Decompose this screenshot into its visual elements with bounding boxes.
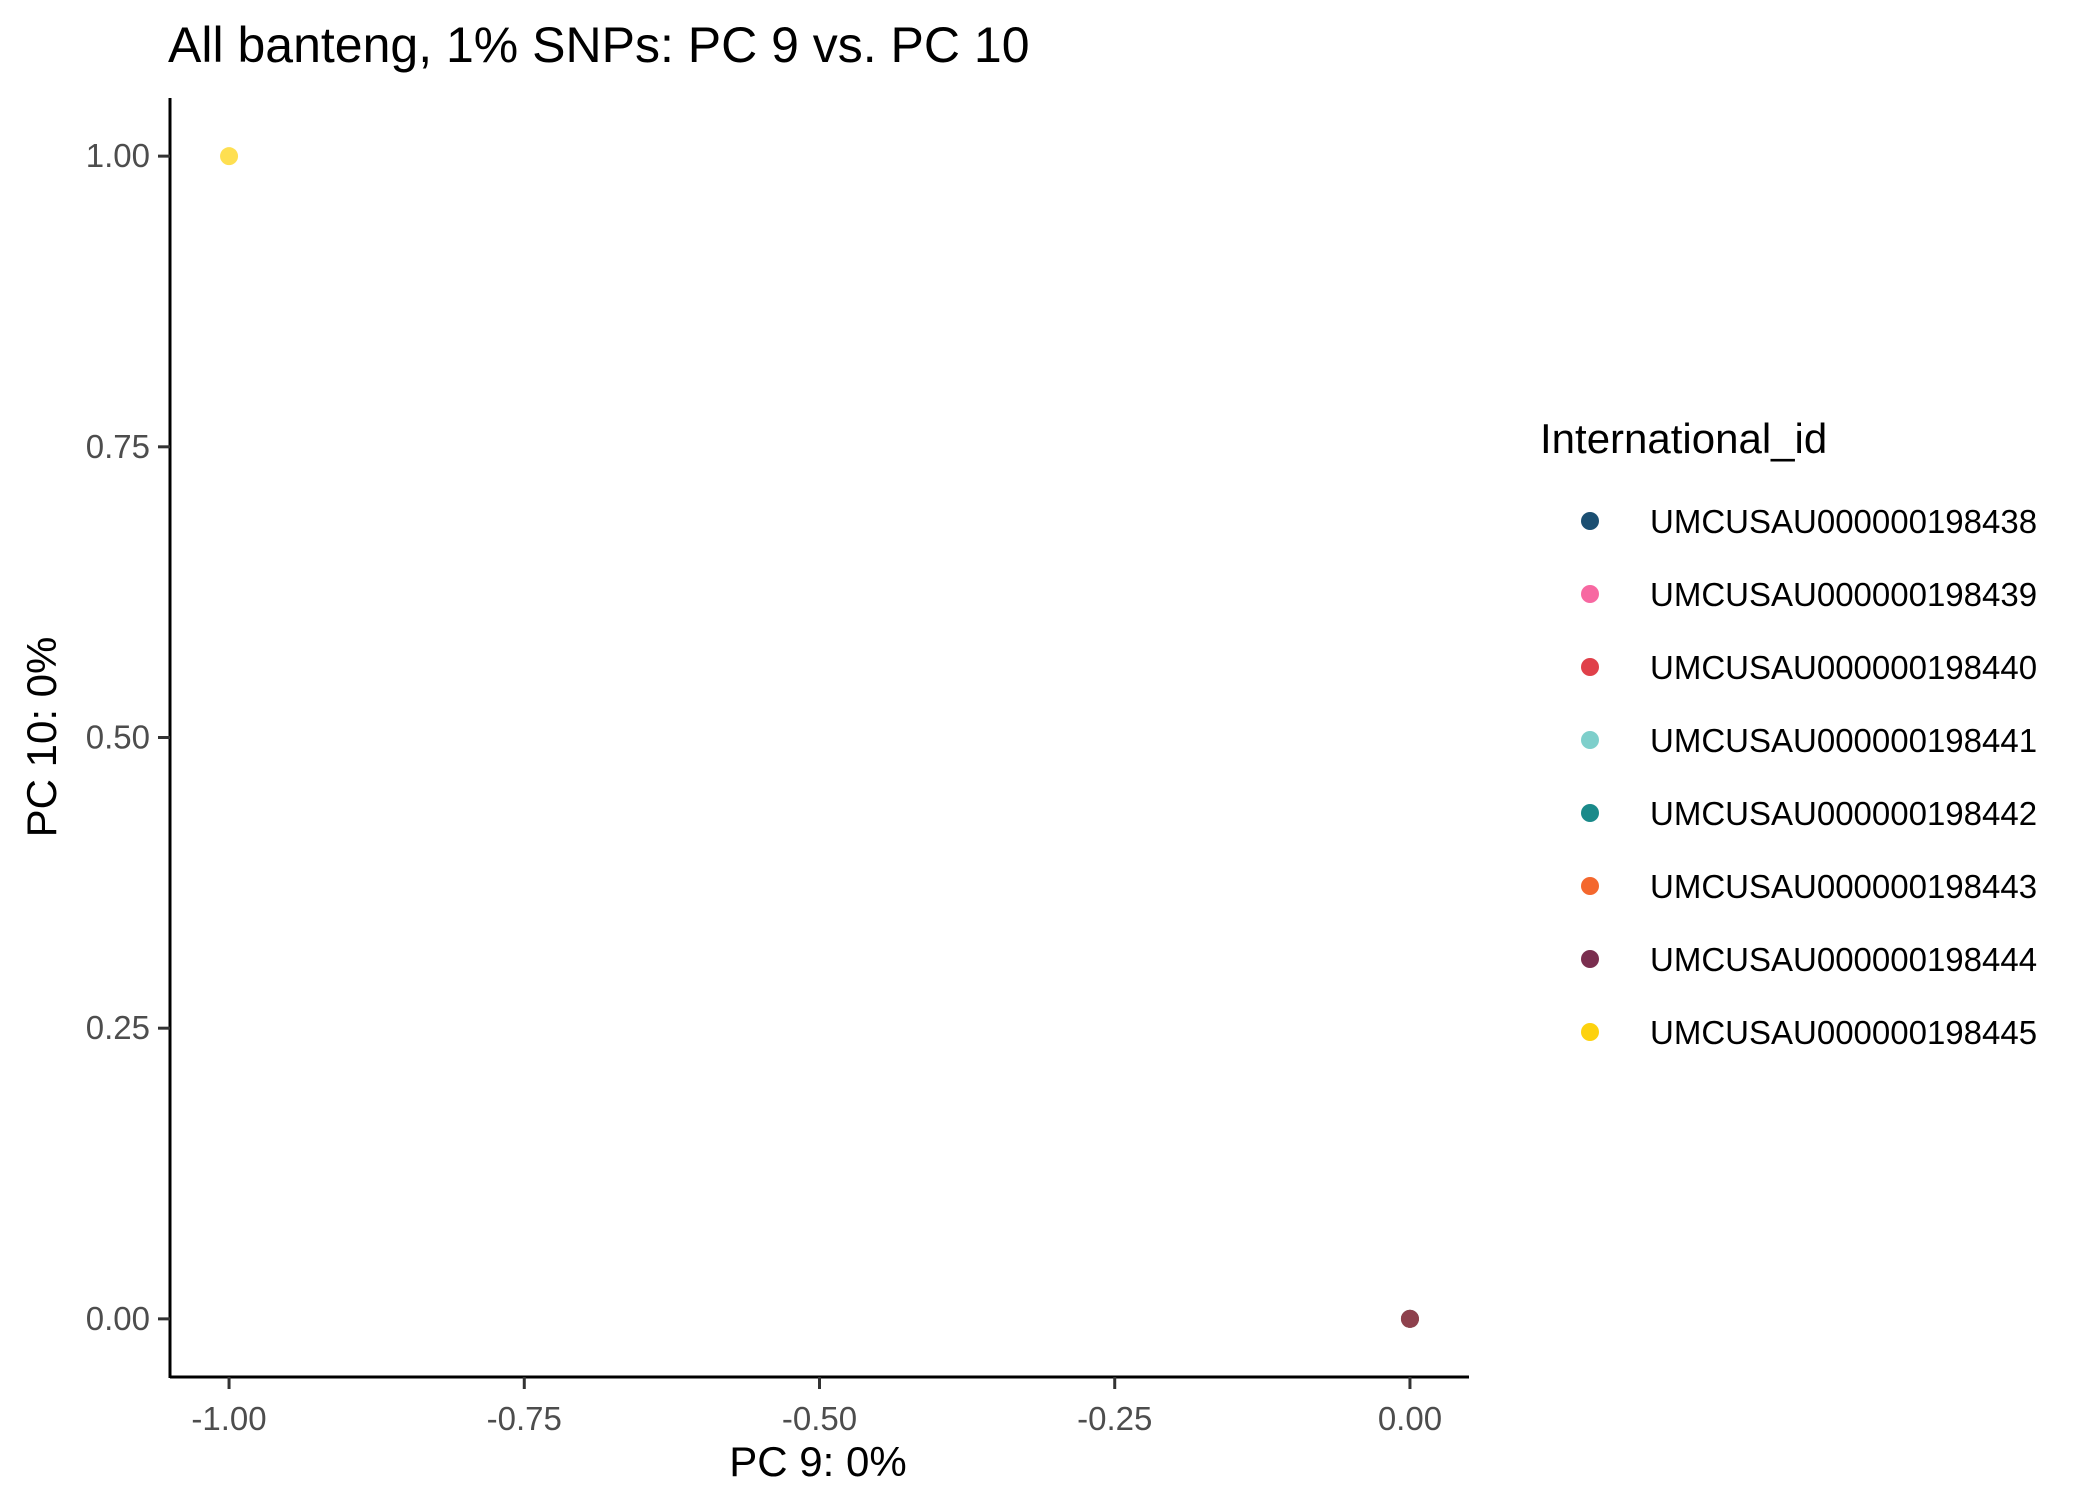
points-layer xyxy=(220,147,1419,1328)
legend-title: International_id xyxy=(1540,415,1827,462)
legend-key xyxy=(1581,877,1599,895)
y-axis-label: PC 10: 0% xyxy=(18,637,65,838)
chart-title: All banteng, 1% SNPs: PC 9 vs. PC 10 xyxy=(168,17,1030,73)
y-tick-label: 0.75 xyxy=(86,428,150,465)
x-tick-label: -0.75 xyxy=(487,1400,562,1437)
legend-key xyxy=(1581,731,1599,749)
legend-key xyxy=(1581,585,1599,603)
y-tick-label: 0.50 xyxy=(86,719,150,756)
legend-label: UMCUSAU000000198441 xyxy=(1650,722,2037,759)
legend-key xyxy=(1581,512,1599,530)
x-tick-label: 0.00 xyxy=(1378,1400,1442,1437)
legend-label: UMCUSAU000000198442 xyxy=(1650,795,2037,832)
y-tick-label: 0.25 xyxy=(86,1009,150,1046)
y-tick-label: 1.00 xyxy=(86,137,150,174)
legend: International_id UMCUSAU000000198438UMCU… xyxy=(1540,415,2037,1051)
x-tick-label: -0.50 xyxy=(782,1400,857,1437)
data-point xyxy=(1400,1309,1419,1328)
plot-area: -1.00 -0.75 -0.50 -0.25 0.00 0.00 0.25 0.50 0.7… xyxy=(86,98,1469,1437)
legend-key xyxy=(1581,804,1599,822)
legend-label: UMCUSAU000000198445 xyxy=(1650,1014,2037,1051)
x-tick-label: -1.00 xyxy=(191,1400,266,1437)
legend-key xyxy=(1581,1023,1599,1041)
legend-label: UMCUSAU000000198439 xyxy=(1650,576,2037,613)
y-axis-ticks: 0.00 0.25 0.50 0.75 1.00 xyxy=(86,137,170,1337)
legend-label: UMCUSAU000000198440 xyxy=(1650,649,2037,686)
legend-label: UMCUSAU000000198444 xyxy=(1650,941,2037,978)
y-tick-label: 0.00 xyxy=(86,1300,150,1337)
legend-items: UMCUSAU000000198438 UMCUSAU000000198439 UM… xyxy=(1581,503,2037,1051)
legend-key xyxy=(1581,658,1599,676)
x-axis-label: PC 9: 0% xyxy=(729,1438,906,1485)
x-axis-ticks: -1.00 -0.75 -0.50 -0.25 0.00 xyxy=(191,1377,1442,1437)
legend-label: UMCUSAU000000198438 xyxy=(1650,503,2037,540)
legend-key xyxy=(1581,950,1599,968)
x-tick-label: -0.25 xyxy=(1077,1400,1152,1437)
legend-label: UMCUSAU000000198443 xyxy=(1650,868,2037,905)
data-point xyxy=(220,147,239,166)
